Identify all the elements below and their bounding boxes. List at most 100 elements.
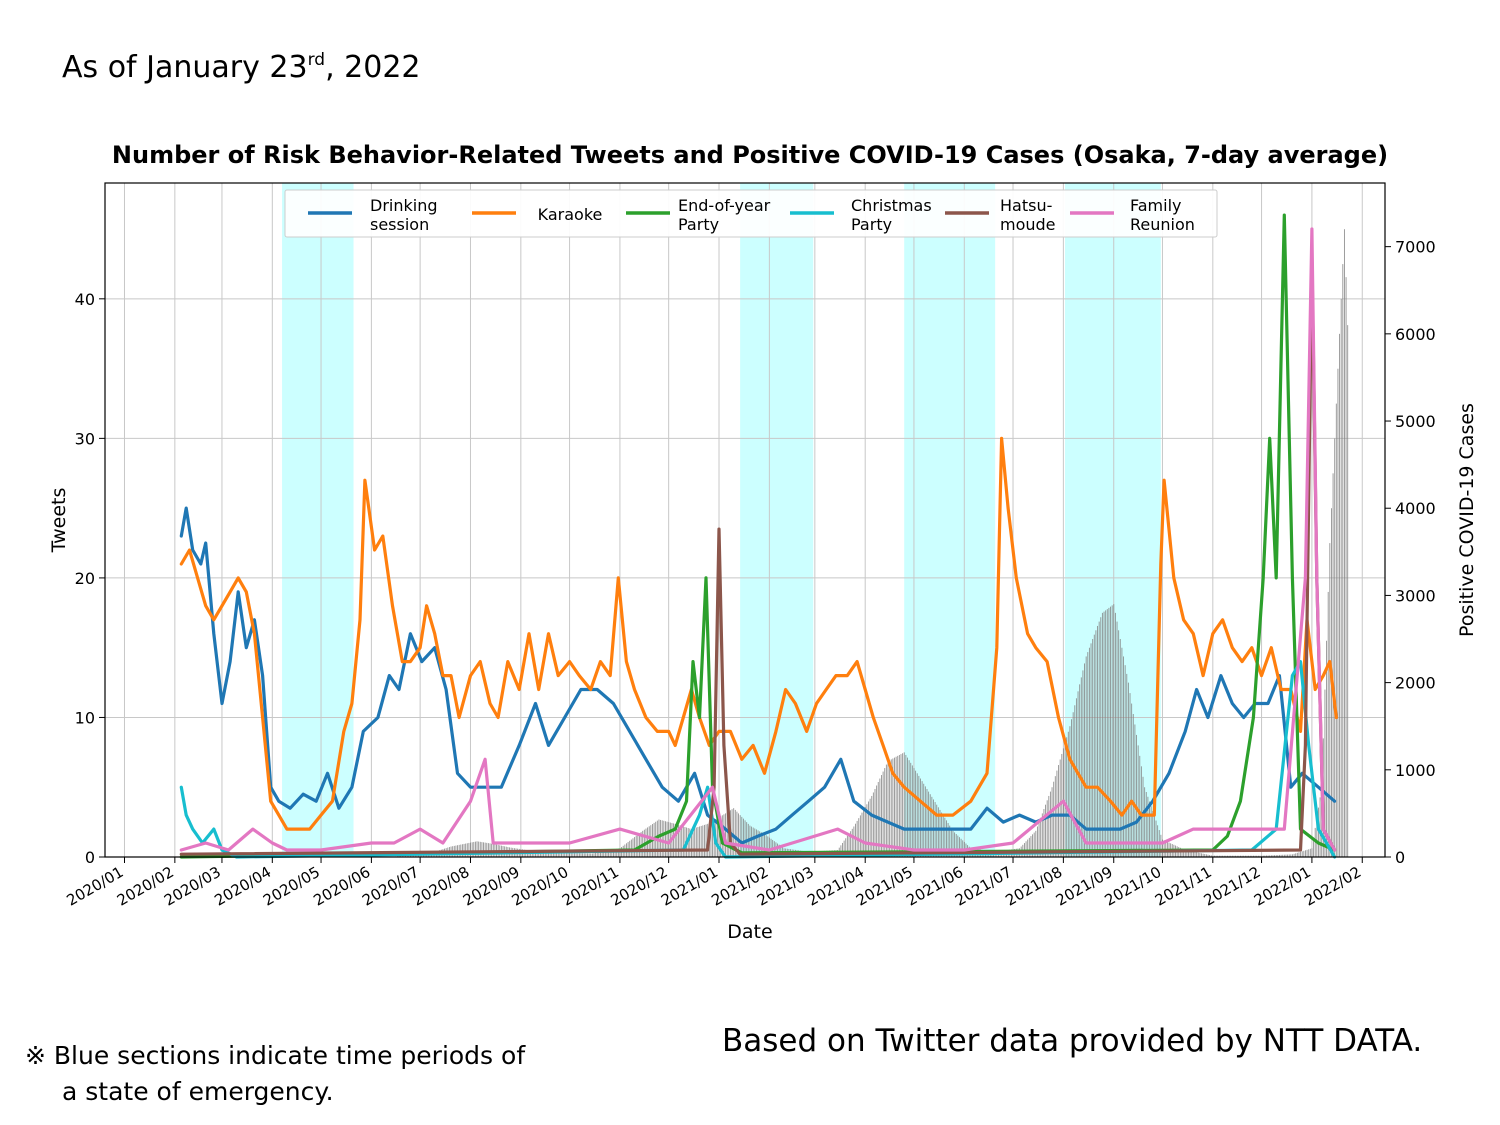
case-bar [1262,855,1264,857]
case-bar [541,852,543,857]
case-bar [1243,855,1245,857]
case-bar [1207,854,1209,857]
case-bar [1201,853,1202,857]
case-bar [595,852,597,857]
case-bar [749,825,751,857]
case-bar [587,853,588,857]
case-bar [1205,854,1207,857]
y2-tick-label: 2000 [1395,674,1436,693]
case-bar [845,838,847,857]
case-bar [887,761,889,857]
case-bar [658,819,660,857]
case-bar [569,853,571,857]
case-bar [1053,781,1055,857]
case-bar [699,826,701,857]
case-bar [1188,850,1189,857]
case-bar [401,855,403,857]
case-bar [479,841,481,857]
case-bar [487,843,489,857]
case-bar [619,848,621,857]
case-bar [601,851,603,857]
x-tick-label: 2020/10 [509,863,572,910]
case-bar [578,853,580,857]
case-bar [851,828,853,857]
case-bar [1033,832,1035,857]
case-bar [678,824,679,857]
case-bar [1103,611,1105,857]
case-bar [637,834,639,857]
case-bar [476,841,478,857]
case-bar [1279,854,1280,857]
case-bar [1090,643,1092,857]
case-bar [1113,604,1115,857]
case-bar [1137,745,1139,857]
case-bar [681,825,683,857]
case-bar [898,754,900,857]
grid [105,183,1385,858]
case-bar [470,842,471,857]
case-bar [661,820,663,857]
case-bar [1295,853,1297,857]
case-bar [1251,855,1253,857]
case-bar [593,853,595,857]
case-bar [942,815,944,857]
case-bar [1152,811,1154,857]
case-bar [1067,731,1069,857]
case-bar [562,852,564,857]
case-bar [957,835,959,857]
case-bar [936,804,938,857]
y2-tick-label: 6000 [1395,325,1436,344]
case-bar [736,811,738,857]
case-bar [1101,612,1103,857]
case-bar [1277,855,1279,857]
y2-tick-label: 7000 [1395,238,1436,257]
case-bar [1058,765,1060,857]
emergency-band [282,183,354,857]
case-bar [1131,703,1133,857]
case-bar [1162,839,1163,857]
case-bar [1051,787,1053,857]
case-bar [536,851,538,857]
case-bar [1244,855,1246,857]
case-bar [639,833,640,857]
case-bar [1084,663,1085,857]
case-bar [1032,834,1034,857]
legend-label: Karaoke [538,205,603,224]
note-mark: ※ [25,1041,46,1070]
case-bar [665,821,666,857]
case-bar [903,752,905,857]
case-bar [613,849,614,857]
case-bar [926,788,928,857]
case-bar [1085,656,1087,857]
cases-bars [224,229,1349,858]
case-bar [861,812,863,857]
case-bar [1240,855,1241,857]
case-bar [538,851,540,857]
case-bar [907,757,908,857]
case-bar [405,855,407,857]
case-bar [606,850,608,857]
case-bar [1066,737,1068,857]
case-bar [1204,854,1206,857]
case-bar [574,853,575,857]
case-bar [952,830,954,857]
case-bar [617,848,619,857]
case-bar [1100,617,1102,857]
case-bar [941,812,943,857]
case-bar [1030,836,1032,857]
case-bar [1040,817,1042,857]
case-bar [882,771,884,857]
case-bar [1272,855,1274,857]
case-bar [1266,855,1267,857]
note-line-1: Blue sections indicate time periods of [53,1041,526,1070]
case-bar [842,842,843,857]
x-tick-label: 2021/07 [952,863,1015,910]
case-bar [1149,801,1150,857]
y-axis-label: Tweets [48,488,70,554]
note-line-2: a state of emergency. [62,1077,334,1106]
case-bar [1153,815,1155,857]
case-bar [1144,787,1146,857]
y-tick-label: 10 [75,708,95,727]
case-bar [549,852,551,857]
case-bar [1080,677,1082,857]
